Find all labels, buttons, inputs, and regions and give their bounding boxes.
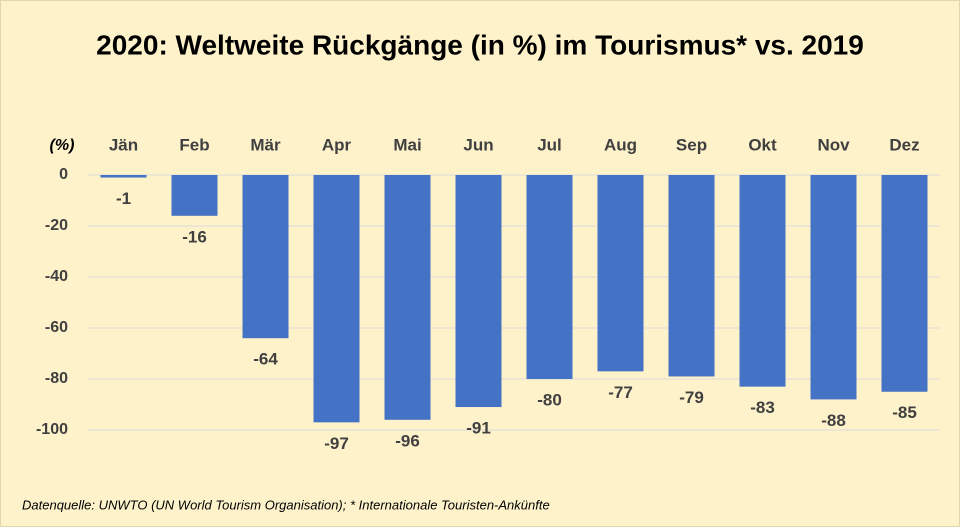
bar <box>668 175 715 377</box>
y-tick-label: -100 <box>36 421 68 438</box>
x-tick-label: Nov <box>817 135 850 154</box>
value-label: -16 <box>182 227 207 246</box>
value-label: -64 <box>253 350 278 369</box>
bar <box>526 175 573 379</box>
bar <box>597 175 644 372</box>
y-tick-label: 0 <box>59 166 68 183</box>
x-tick-label: Jän <box>109 135 138 154</box>
bar <box>739 175 786 387</box>
value-label: -80 <box>537 390 562 409</box>
value-label: -97 <box>324 434 349 453</box>
x-tick-label: Dez <box>889 135 919 154</box>
bar <box>455 175 502 408</box>
x-tick-label: Jun <box>463 135 493 154</box>
y-tick-label: -20 <box>45 217 68 234</box>
bar <box>313 175 360 423</box>
y-tick-label: -60 <box>45 319 68 336</box>
value-label: -79 <box>679 388 704 407</box>
y-axis-label: (%) <box>50 137 75 154</box>
value-label: -85 <box>892 403 917 422</box>
bar <box>171 175 218 216</box>
value-label: -88 <box>821 411 846 430</box>
value-label: -77 <box>608 383 633 402</box>
bar <box>100 175 147 178</box>
chart-title: 2020: Weltweite Rückgänge (in %) im Tour… <box>96 29 864 60</box>
value-label: -91 <box>466 419 491 438</box>
bar <box>242 175 289 339</box>
y-tick-label: -80 <box>45 370 68 387</box>
x-tick-label: Apr <box>322 135 352 154</box>
bar <box>881 175 928 392</box>
x-tick-label: Mär <box>250 135 281 154</box>
x-tick-label: Okt <box>748 135 777 154</box>
bar <box>384 175 431 420</box>
x-tick-label: Feb <box>179 135 209 154</box>
x-tick-label: Sep <box>676 135 707 154</box>
value-label: -1 <box>116 189 131 208</box>
x-tick-label: Mai <box>393 135 421 154</box>
bar <box>810 175 857 400</box>
x-tick-label: Jul <box>537 135 562 154</box>
x-tick-label: Aug <box>604 135 637 154</box>
value-label: -96 <box>395 431 420 450</box>
value-label: -83 <box>750 398 775 417</box>
source-note: Datenquelle: UNWTO (UN World Tourism Org… <box>22 497 550 512</box>
y-tick-label: -40 <box>45 268 68 285</box>
